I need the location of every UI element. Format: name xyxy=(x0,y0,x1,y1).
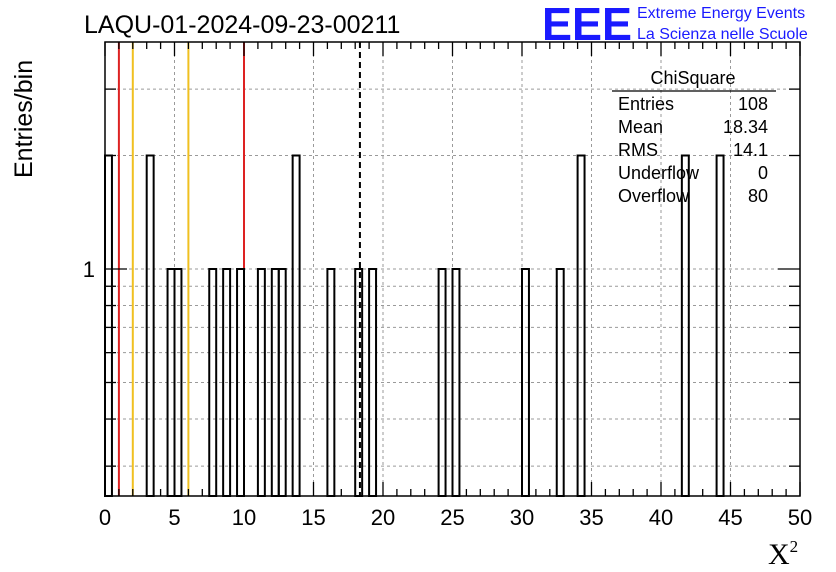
stats-box-title: ChiSquare xyxy=(650,68,735,88)
histogram-bars xyxy=(104,154,725,497)
stats-row: Underflow 0 xyxy=(618,163,768,183)
x-axis-label: X2 xyxy=(768,537,798,571)
y-axis-label: Entries/bin xyxy=(10,60,38,178)
stats-row-label: Underflow xyxy=(618,163,700,183)
stats-row: RMS 14.1 xyxy=(618,140,768,160)
grid-lines xyxy=(105,42,800,496)
x-tick-label: 50 xyxy=(788,505,812,530)
stats-row-label: Mean xyxy=(618,117,663,137)
x-tick-label: 5 xyxy=(168,505,180,530)
stats-box: ChiSquare Entries 108 Mean 18.34 RMS 14.1 Unde… xyxy=(612,68,776,206)
x-tick-label: 0 xyxy=(99,505,111,530)
y-tick-label: 1 xyxy=(83,257,95,282)
x-tick-label: 20 xyxy=(371,505,395,530)
stats-row-value: 0 xyxy=(758,163,768,183)
stats-row-value: 18.34 xyxy=(723,117,768,137)
eee-logo-line1: Extreme Energy Events xyxy=(637,5,805,22)
x-tick-label: 10 xyxy=(232,505,256,530)
x-tick-label: 30 xyxy=(510,505,534,530)
stats-row-label: RMS xyxy=(618,140,658,160)
x-tick-label: 15 xyxy=(301,505,325,530)
histogram-bar xyxy=(576,154,586,497)
histogram-bar xyxy=(145,154,155,497)
axis-ticks: 0 5 10 15 20 25 30 35 40 45 50 1 xyxy=(83,42,812,530)
eee-logo-line2: La Scienza nelle Scuole xyxy=(637,26,808,43)
histogram-bar xyxy=(291,154,301,497)
eee-logo: EEE Extreme Energy Events La Scienza nel… xyxy=(542,0,808,50)
x-axis-label-superscript: 2 xyxy=(790,537,799,556)
stats-row-label: Entries xyxy=(618,94,674,114)
stats-row-label: Overflow xyxy=(618,186,690,206)
stats-row: Mean 18.34 xyxy=(618,117,768,137)
stats-row-value: 108 xyxy=(738,94,768,114)
stats-box-rows: Entries 108 Mean 18.34 RMS 14.1 Underflow 0 Over… xyxy=(618,94,768,206)
stats-row: Entries 108 xyxy=(618,94,768,114)
stats-row: Overflow 80 xyxy=(618,186,768,206)
x-tick-label: 40 xyxy=(649,505,673,530)
stats-row-value: 14.1 xyxy=(733,140,768,160)
eee-logo-mark: EEE xyxy=(542,0,632,50)
chart-title: LAQU-01-2024-09-23-00211 xyxy=(84,11,400,39)
x-tick-label: 25 xyxy=(440,505,464,530)
x-tick-label: 35 xyxy=(579,505,603,530)
histogram-bar xyxy=(715,154,725,497)
stats-row-value: 80 xyxy=(748,186,768,206)
x-tick-label: 45 xyxy=(718,505,742,530)
histogram-bar xyxy=(104,154,113,497)
x-axis-label-base: X xyxy=(768,538,790,571)
histogram-bar xyxy=(680,154,690,497)
